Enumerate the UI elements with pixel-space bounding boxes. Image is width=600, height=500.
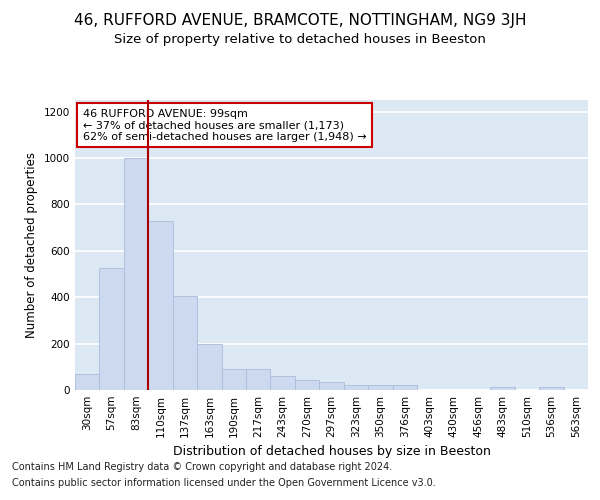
Text: Size of property relative to detached houses in Beeston: Size of property relative to detached ho… [114, 32, 486, 46]
Text: Contains public sector information licensed under the Open Government Licence v3: Contains public sector information licen… [12, 478, 436, 488]
Bar [344, 386, 368, 390]
Text: 46 RUFFORD AVENUE: 99sqm
← 37% of detached houses are smaller (1,173)
62% of sem: 46 RUFFORD AVENUE: 99sqm ← 37% of detach… [83, 108, 367, 142]
Bar [246, 369, 271, 390]
Bar [173, 296, 197, 390]
Bar [197, 344, 221, 390]
Bar [75, 374, 100, 390]
Bar [392, 386, 417, 390]
Bar [221, 369, 246, 390]
Bar [490, 387, 515, 390]
Text: Contains HM Land Registry data © Crown copyright and database right 2024.: Contains HM Land Registry data © Crown c… [12, 462, 392, 472]
Y-axis label: Number of detached properties: Number of detached properties [25, 152, 38, 338]
Bar [539, 387, 563, 390]
Bar [271, 376, 295, 390]
X-axis label: Distribution of detached houses by size in Beeston: Distribution of detached houses by size … [173, 446, 490, 458]
Bar [148, 220, 173, 390]
Bar [295, 380, 319, 390]
Text: 46, RUFFORD AVENUE, BRAMCOTE, NOTTINGHAM, NG9 3JH: 46, RUFFORD AVENUE, BRAMCOTE, NOTTINGHAM… [74, 12, 526, 28]
Bar [100, 268, 124, 390]
Bar [368, 386, 392, 390]
Bar [124, 158, 148, 390]
Bar [319, 382, 344, 390]
